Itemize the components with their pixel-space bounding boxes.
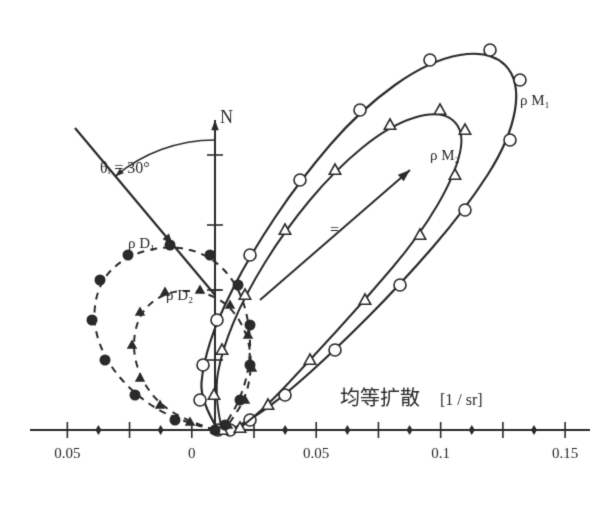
reflection-distribution-plot xyxy=(0,0,600,508)
